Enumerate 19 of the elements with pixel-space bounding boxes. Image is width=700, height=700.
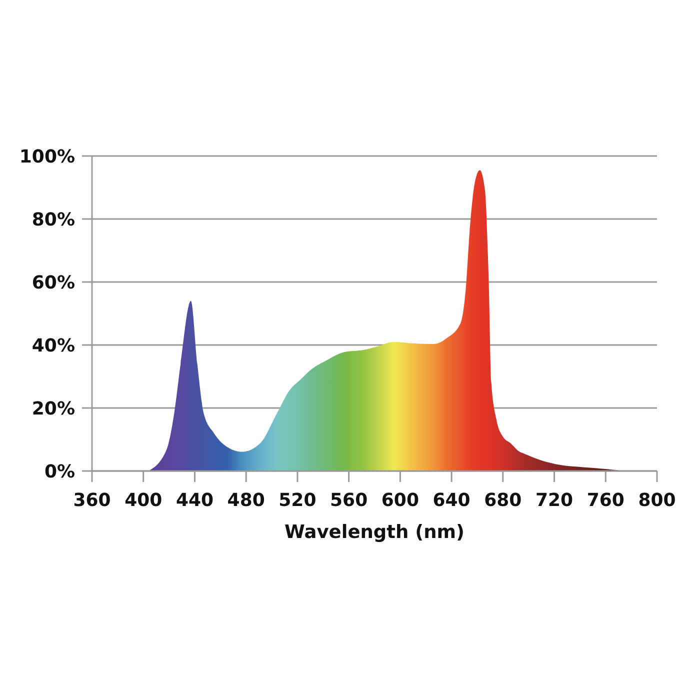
x-tick-label: 440 — [176, 490, 214, 511]
x-tick-label: 640 — [432, 490, 470, 511]
x-tick-label: 800 — [638, 490, 676, 511]
x-tick-label: 360 — [73, 490, 111, 511]
y-tick-label: 100% — [19, 146, 75, 168]
x-tick-label: 720 — [535, 490, 574, 511]
x-tick-label: 560 — [330, 490, 368, 511]
y-tick-label: 20% — [32, 398, 75, 420]
x-tick-label: 600 — [381, 490, 419, 511]
x-tick-label: 520 — [278, 490, 316, 511]
x-tick-label: 480 — [227, 490, 265, 511]
x-tick-label: 760 — [586, 490, 624, 511]
y-tick-label: 40% — [32, 335, 75, 356]
y-tick-label: 60% — [32, 272, 75, 294]
y-tick-label: 80% — [32, 209, 75, 230]
x-tick-label: 680 — [484, 490, 522, 511]
x-axis-title: Wavelength (nm) — [284, 522, 464, 543]
x-tick-label: 400 — [124, 490, 162, 511]
y-tick-label: 0% — [44, 461, 75, 482]
